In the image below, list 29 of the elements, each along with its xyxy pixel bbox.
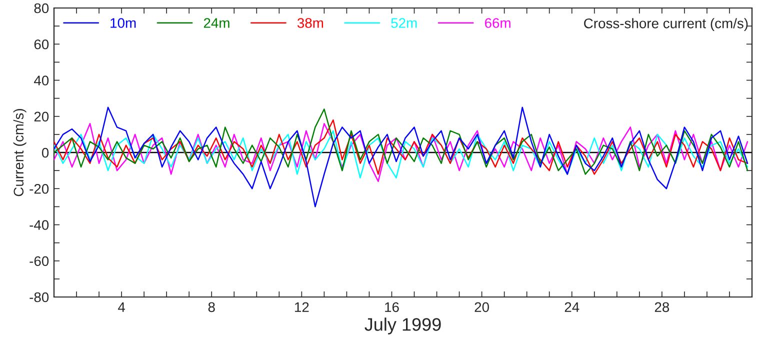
y-tick-label: 40 [34, 76, 49, 86]
y-tick-label: -40 [30, 220, 49, 230]
line-series [54, 130, 748, 178]
y-axis-title: Current (cm/s) [13, 108, 26, 196]
line-series [54, 106, 748, 208]
y-tick-label: 0 [42, 148, 49, 158]
x-tick-label: 24 [564, 302, 580, 312]
text: Cross-shore current (cm/s) [584, 18, 748, 32]
x-tick-label: 4 [118, 302, 126, 312]
line-series [54, 119, 748, 175]
x-axis-title: July 1999 [364, 318, 441, 334]
y-tick-label: 20 [34, 112, 49, 122]
x-tick-label: 28 [654, 302, 670, 312]
legend-label: 66m [484, 18, 510, 28]
y-tick-label: -60 [30, 256, 49, 266]
legend-label: 10m [110, 18, 136, 28]
x-tick-label: 12 [295, 302, 309, 312]
legend-label: 38m [297, 18, 324, 28]
legend-label: 24m [204, 18, 230, 28]
legend-label: 52m [391, 18, 417, 28]
x-tick-label: 16 [385, 302, 399, 312]
line-series [54, 108, 748, 175]
y-tick-label: 80 [34, 3, 49, 14]
y-tick-label: -80 [30, 292, 49, 302]
y-tick-label: -20 [30, 184, 49, 194]
x-tick-label: 8 [208, 302, 215, 312]
y-tick-label: 60 [34, 39, 49, 50]
line-series [54, 122, 748, 182]
x-tick-label: 20 [474, 302, 489, 312]
